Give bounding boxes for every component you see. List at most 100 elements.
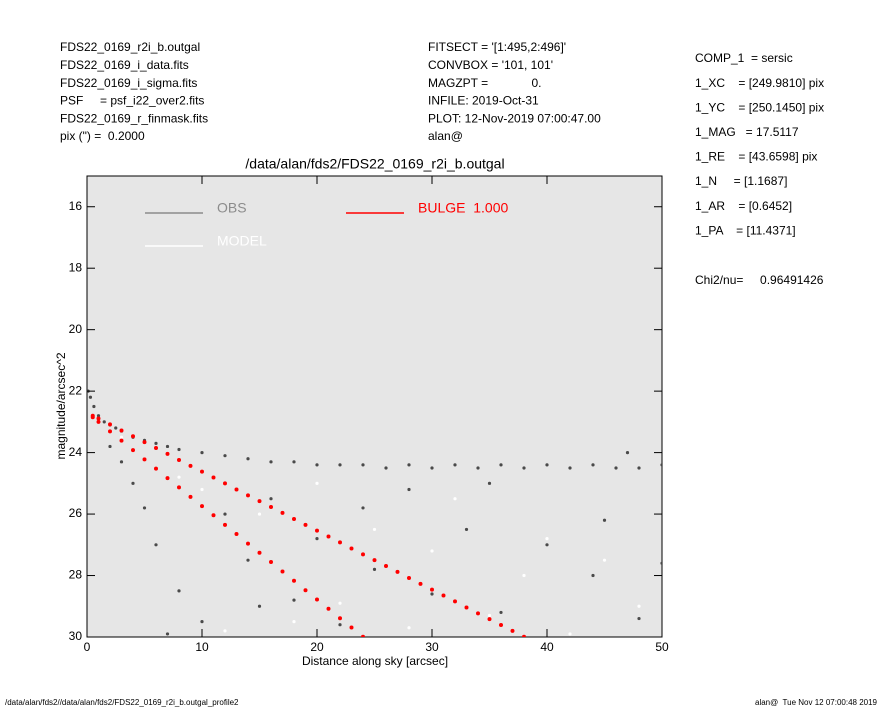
data-point xyxy=(142,506,147,510)
data-point xyxy=(338,463,342,467)
data-point xyxy=(200,504,204,509)
data-point xyxy=(246,457,250,461)
data-point xyxy=(223,629,227,633)
data-point xyxy=(211,513,216,518)
data-point xyxy=(154,441,158,445)
data-point xyxy=(96,416,101,421)
data-point xyxy=(119,460,124,464)
y-tick-label: 20 xyxy=(69,322,83,336)
data-point xyxy=(338,623,342,627)
data-point xyxy=(223,512,227,516)
data-point xyxy=(395,569,400,574)
y-tick-label: 30 xyxy=(69,629,83,643)
data-point xyxy=(246,493,250,498)
data-point xyxy=(96,414,101,418)
data-point xyxy=(200,620,204,624)
data-point xyxy=(453,463,457,467)
data-point xyxy=(602,558,607,562)
data-point xyxy=(92,404,96,409)
data-point xyxy=(407,463,411,467)
footer-right: alan@ Tue Nov 12 07:00:48 2019 xyxy=(755,698,878,707)
data-point xyxy=(165,444,170,449)
data-point xyxy=(177,447,181,452)
y-axis-label: magnitude/arcsec^2 xyxy=(54,352,68,459)
data-point xyxy=(637,616,641,621)
x-axis-label: Distance along sky [arcsec] xyxy=(302,654,448,668)
data-point xyxy=(90,415,95,420)
data-point xyxy=(522,634,526,637)
data-point xyxy=(292,460,296,464)
y-tick-label: 16 xyxy=(69,199,83,213)
y-tick-label: 28 xyxy=(69,568,83,582)
y-tick-label: 22 xyxy=(69,383,83,397)
data-point xyxy=(119,428,124,433)
data-point xyxy=(188,494,193,499)
x-tick-label: 10 xyxy=(195,640,209,654)
data-point xyxy=(349,625,354,630)
data-point xyxy=(315,528,319,533)
data-point xyxy=(591,573,595,578)
data-point xyxy=(303,588,308,593)
data-point xyxy=(430,549,434,553)
data-point xyxy=(453,497,457,501)
header-left-line: FDS22_0169_i_sigma.fits xyxy=(60,76,197,90)
data-point xyxy=(361,552,365,557)
legend-label: BULGE 1.000 xyxy=(418,200,508,216)
data-point xyxy=(464,605,469,610)
header-left-line: FDS22_0169_r_finmask.fits xyxy=(60,111,208,125)
data-point xyxy=(154,543,158,547)
data-point xyxy=(292,578,296,583)
header-left-line: pix (") = 0.2000 xyxy=(60,129,145,143)
component-param: 1_YC = [250.1450] pix xyxy=(695,100,824,114)
data-point xyxy=(234,532,239,537)
data-point xyxy=(499,610,503,615)
data-point xyxy=(165,451,170,456)
data-point xyxy=(591,463,595,467)
component-param: 1_AR = [0.6452] xyxy=(695,199,792,213)
data-point xyxy=(338,601,342,605)
legend-label: OBS xyxy=(217,200,247,216)
data-point xyxy=(246,541,250,546)
data-point xyxy=(372,567,377,571)
data-point xyxy=(142,457,147,462)
data-point xyxy=(257,512,262,516)
data-point xyxy=(177,589,181,593)
data-point xyxy=(361,506,365,510)
data-point xyxy=(510,628,515,633)
data-point xyxy=(522,573,526,578)
data-point xyxy=(269,497,273,501)
data-point xyxy=(487,481,492,485)
data-point xyxy=(326,606,331,611)
data-point xyxy=(361,463,365,467)
data-point xyxy=(280,569,285,574)
data-point xyxy=(407,626,411,630)
header-middle-line: FITSECT = '[1:495,2:496]' xyxy=(428,40,566,54)
data-point xyxy=(292,516,296,521)
data-point xyxy=(487,613,492,618)
header-middle-line: alan@ xyxy=(428,129,463,143)
data-point xyxy=(637,466,641,470)
header-middle-line: MAGZPT = 0. xyxy=(428,76,541,90)
x-tick-label: 30 xyxy=(425,640,439,654)
data-point xyxy=(545,463,549,467)
data-point xyxy=(568,632,572,636)
header-left-line: FDS22_0169_r2i_b.outgal xyxy=(60,40,200,54)
data-point xyxy=(338,616,342,621)
data-point xyxy=(223,481,227,486)
data-point xyxy=(430,592,434,596)
data-point xyxy=(499,623,503,628)
data-point xyxy=(200,487,204,492)
data-point xyxy=(142,440,147,445)
data-point xyxy=(292,598,296,602)
header-left-line: FDS22_0169_i_data.fits xyxy=(60,58,189,72)
y-tick-label: 26 xyxy=(69,506,83,520)
data-point xyxy=(602,518,607,522)
data-point xyxy=(108,429,112,434)
data-point xyxy=(487,617,492,622)
header-middle-line: INFILE: 2019-Oct-31 xyxy=(428,94,539,108)
data-point xyxy=(499,463,503,467)
x-tick-label: 40 xyxy=(540,640,554,654)
data-point xyxy=(257,499,262,504)
y-tick-label: 18 xyxy=(69,260,83,274)
